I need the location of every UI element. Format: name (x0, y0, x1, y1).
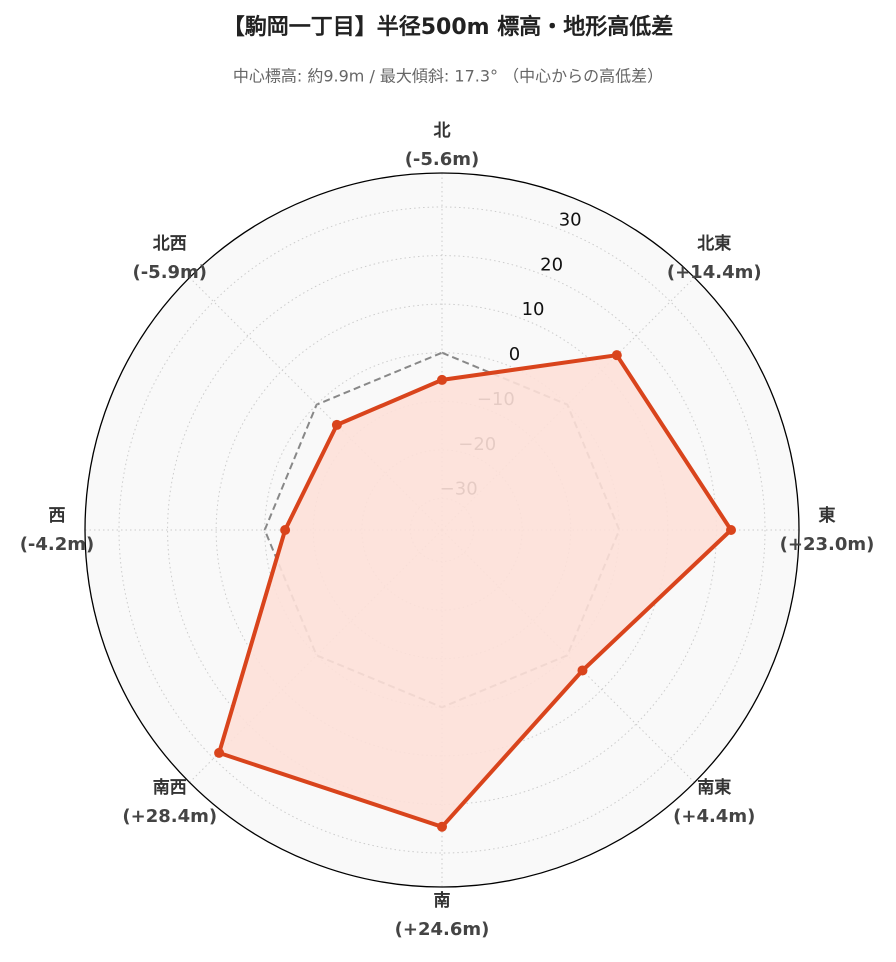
radar-point (331, 419, 342, 430)
r-tick-label: 20 (540, 254, 563, 275)
category-label: 南東 (697, 777, 731, 798)
category-label: 東 (819, 505, 836, 526)
radar-point (214, 747, 225, 758)
category-label: 北西 (153, 234, 187, 254)
value-label: (-5.6m) (405, 149, 480, 170)
radar-point (726, 525, 736, 535)
value-label: (-5.9m) (132, 262, 207, 283)
value-label: (+28.4m) (122, 806, 217, 827)
value-label: (+24.6m) (395, 919, 490, 940)
r-tick-label: 0 (509, 344, 520, 365)
category-label: 北東 (697, 233, 731, 254)
r-tick-label: 30 (559, 210, 582, 231)
r-tick-label: 10 (522, 299, 545, 320)
radar-point (437, 374, 447, 385)
radar-point (611, 350, 622, 361)
chart-subtitle: 中心標高: 約9.9m / 最大傾斜: 17.3° （中心からの高低差） (233, 67, 663, 86)
category-label: 南西 (153, 777, 187, 798)
category-label: 南 (434, 890, 451, 911)
grid-circle (118, 206, 766, 854)
plot-border (84, 172, 800, 888)
radar-point (280, 525, 291, 535)
category-label: 北 (434, 121, 451, 141)
category-label: 西 (49, 506, 66, 526)
radar-point (437, 821, 447, 832)
value-label: (+14.4m) (667, 262, 762, 283)
value-label: (+23.0m) (780, 534, 875, 555)
chart-title: 【駒岡一丁目】半径500m 標高・地形高低差 (223, 14, 674, 40)
value-label: (+4.4m) (673, 806, 755, 827)
value-label: (-4.2m) (20, 534, 95, 555)
radar-point (577, 665, 588, 676)
